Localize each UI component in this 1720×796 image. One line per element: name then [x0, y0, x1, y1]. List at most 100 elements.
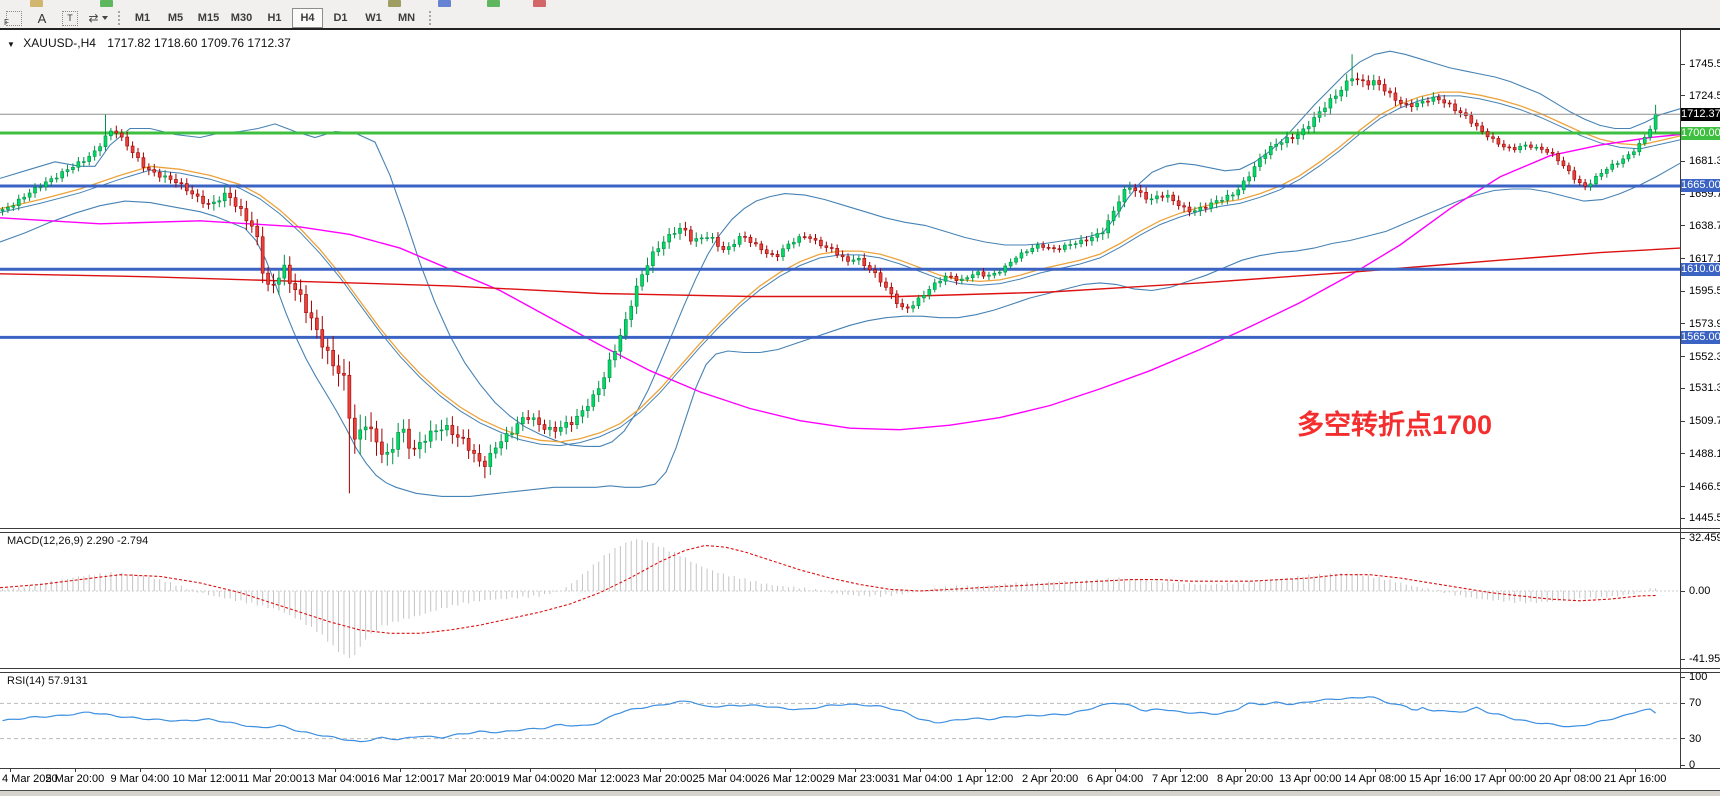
timeframe-button-w1[interactable]: W1 — [365, 12, 382, 24]
price-axis-border — [1680, 30, 1681, 790]
date-axis-tick — [1245, 769, 1246, 772]
price-axis-label: 1638.70 — [1689, 219, 1720, 232]
date-axis-tick — [660, 769, 661, 772]
axis-tick — [1681, 590, 1685, 592]
date-axis-label: 25 Mar 04:00 — [692, 773, 758, 785]
axis-tick — [1681, 738, 1685, 740]
collapse-triangle-icon[interactable]: ▼ — [7, 40, 15, 49]
price-axis-label: 1531.30 — [1689, 382, 1720, 395]
axis-tick — [1681, 323, 1685, 325]
macd-axis-label: 32.459 — [1689, 532, 1720, 545]
timeframe-button-mn[interactable]: MN — [397, 12, 416, 24]
axis-tick — [1681, 290, 1685, 292]
chevron-down-icon[interactable] — [101, 16, 108, 20]
macd-panel[interactable] — [0, 532, 1680, 668]
panel-divider[interactable] — [0, 668, 1720, 673]
axis-tick — [1681, 95, 1685, 97]
clipped-toolbar-icon — [388, 0, 401, 7]
panel-divider[interactable] — [0, 528, 1720, 533]
axis-tick — [1681, 63, 1685, 65]
chart-annotation[interactable]: 多空转折点1700 — [1297, 410, 1493, 440]
date-axis-tick — [530, 769, 531, 772]
price-axis-label: 1745.50 — [1689, 58, 1720, 71]
date-axis-tick — [790, 769, 791, 772]
axis-tick — [1681, 486, 1685, 488]
date-axis-label: 17 Mar 20:00 — [432, 773, 498, 785]
rsi-axis-label: 0 — [1689, 759, 1696, 771]
clipped-toolbar-icon — [438, 0, 451, 7]
date-axis[interactable]: 4 Mar 2020 5 Mar 20:00 9 Mar 04:00 10 Mar 1… — [0, 768, 1720, 791]
date-axis-label: 14 Apr 08:00 — [1344, 773, 1407, 785]
date-axis-tick — [920, 769, 921, 772]
date-axis-label: 29 Mar 23:00 — [822, 773, 888, 785]
snap-grid-icon[interactable]: F — [3, 9, 25, 27]
date-axis-tick — [1635, 769, 1636, 772]
chart-ohlc-values: 1717.82 1718.60 1709.76 1712.37 — [107, 36, 291, 50]
price-axis-label: 1509.70 — [1689, 415, 1720, 428]
timeframe-button-m5[interactable]: M5 — [167, 12, 184, 24]
price-chart[interactable] — [0, 31, 1680, 528]
clipped-toolbar-icon — [487, 0, 500, 7]
cycle-arrows-icon[interactable]: ⇄ — [87, 9, 109, 27]
timeframe-button-d1[interactable]: D1 — [333, 12, 348, 24]
date-axis-tick — [400, 769, 401, 772]
axis-tick — [1681, 420, 1685, 422]
date-axis-tick — [595, 769, 596, 772]
axis-tick — [1681, 356, 1685, 358]
date-axis-label: 21 Apr 16:00 — [1604, 773, 1667, 785]
timeframe-button-m15[interactable]: M15 — [197, 12, 220, 24]
timeframe-button-h1[interactable]: H1 — [267, 12, 282, 24]
date-axis-tick — [1180, 769, 1181, 772]
date-axis-label: 4 Mar 2020 — [2, 773, 58, 785]
date-axis-tick — [1115, 769, 1116, 772]
text-label-icon[interactable]: A — [31, 9, 53, 27]
macd-axis-label: -41.95 — [1689, 653, 1720, 666]
letter-a-glyph: A — [37, 10, 47, 26]
macd-label: MACD(12,26,9) 2.290 -2.794 — [7, 535, 149, 547]
timeframe-button-m1[interactable]: M1 — [134, 12, 151, 24]
window-bottom-strip — [0, 790, 1720, 796]
chart-window — [0, 28, 1720, 792]
price-axis-label: 1724.50 — [1689, 89, 1720, 102]
date-axis-tick — [465, 769, 466, 772]
arrows-glyph: ⇄ — [88, 11, 99, 25]
snap-grid-icon — [6, 10, 22, 26]
chart-title: ▼ XAUUSD-,H4 1717.82 1718.60 1709.76 171… — [7, 36, 291, 50]
toolbar-grip[interactable] — [118, 11, 120, 25]
text-frame-icon[interactable]: T — [59, 9, 81, 27]
clipped-toolbar-icon — [533, 0, 546, 7]
axis-tick — [1681, 764, 1685, 766]
axis-tick — [1681, 517, 1685, 519]
axis-tick — [1681, 537, 1685, 539]
date-axis-tick — [1375, 769, 1376, 772]
date-axis-label: 13 Apr 00:00 — [1279, 773, 1342, 785]
chart-symbol-timeframe: XAUUSD-,H4 — [23, 36, 96, 50]
date-axis-label: 16 Mar 12:00 — [367, 773, 433, 785]
timeframe-toolbar: M1 M5 M15 M30 H1 H4 D1 W1 MN — [126, 8, 423, 28]
date-axis-label: 23 Mar 20:00 — [627, 773, 693, 785]
date-axis-label: 6 Apr 04:00 — [1087, 773, 1144, 785]
timeframe-button-m30[interactable]: M30 — [230, 12, 253, 24]
rsi-panel[interactable] — [0, 672, 1680, 766]
date-axis-label: 9 Mar 04:00 — [110, 773, 170, 785]
macd-axis-label: 0.00 — [1689, 585, 1711, 597]
date-axis-tick — [205, 769, 206, 772]
price-axis-label: 1595.50 — [1689, 285, 1720, 298]
price-axis-label: 1573.90 — [1689, 317, 1720, 330]
text-frame-icon: T — [62, 10, 78, 26]
date-axis-label: 17 Apr 00:00 — [1474, 773, 1537, 785]
axis-tick — [1681, 258, 1685, 259]
date-axis-label: 1 Apr 12:00 — [957, 773, 1014, 785]
timeframe-button-h4[interactable]: H4 — [292, 8, 323, 28]
rsi-axis-label: 100 — [1689, 671, 1708, 683]
date-axis-label: 8 Apr 20:00 — [1217, 773, 1274, 785]
toolbar-grip[interactable] — [429, 11, 431, 25]
price-axis-label: 1552.30 — [1689, 350, 1720, 363]
date-axis-label: 20 Mar 12:00 — [562, 773, 628, 785]
price-axis-label: 1681.30 — [1689, 155, 1720, 168]
current-price-label: 1712.37 — [1681, 107, 1720, 121]
clipped-toolbar-icon — [30, 0, 43, 7]
date-axis-tick — [1570, 769, 1571, 772]
date-axis-label: 19 Mar 04:00 — [497, 773, 563, 785]
